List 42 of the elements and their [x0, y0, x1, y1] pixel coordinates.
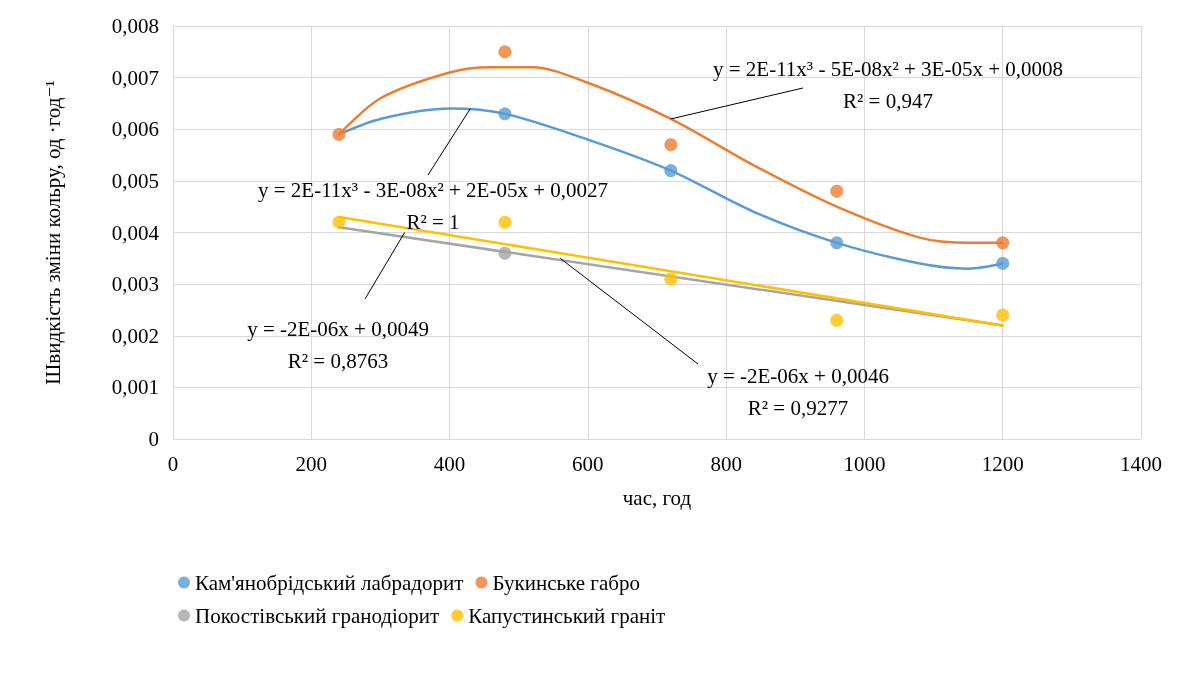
point	[664, 272, 678, 286]
legend-label: Букинське габро	[492, 570, 640, 595]
y-tick-label: 0,007	[111, 65, 159, 90]
point	[664, 164, 678, 178]
x-tick-label: 400	[433, 451, 466, 476]
y-tick-label: 0,004	[111, 220, 160, 245]
point	[996, 256, 1010, 270]
legend-label: Кам'янобрідський лабрадорит	[195, 570, 464, 595]
point	[332, 127, 346, 141]
x-tick-label: 1400	[1120, 451, 1162, 476]
point	[498, 107, 512, 121]
point	[498, 45, 512, 59]
x-tick-label: 1000	[843, 451, 886, 476]
point	[830, 313, 844, 327]
y-tick-label: 0,003	[111, 272, 159, 297]
y-tick-label: 0	[148, 427, 159, 451]
x-tick-label: 0	[167, 451, 179, 476]
point	[830, 184, 844, 198]
y-axis-title: Швидкість зміни кольру, од ·год⁻¹	[40, 80, 65, 385]
point	[830, 236, 844, 250]
annotation: y = 2E-11x³ - 3E-08x² + 2E-05x + 0,0027 R² = 1	[257, 178, 609, 234]
y-tick-label: 0,002	[111, 323, 159, 348]
y-tick-label: 0,005	[111, 168, 159, 193]
annotation: y = 2E-11x³ - 5E-08x² + 3E-05x + 0,0008 R² = 0,947	[712, 57, 1064, 113]
point	[498, 215, 512, 229]
x-axis-title: час, год	[622, 485, 692, 510]
y-tick-label: 0,008	[111, 14, 159, 38]
y-tick-label: 0,001	[111, 375, 159, 400]
annotation: y = -2E-06x + 0,0046 R² = 0,9277	[707, 364, 889, 420]
point	[498, 246, 512, 260]
legend-label: Капустинський граніт	[468, 603, 666, 628]
y-tick-label: 0,006	[111, 117, 159, 142]
point	[332, 215, 346, 229]
annotation: y = -2E-06x + 0,0049 R² = 0,8763	[247, 317, 429, 373]
x-tick-label: 800	[710, 451, 742, 476]
point	[664, 138, 678, 152]
x-tick-label: 600	[572, 451, 604, 476]
x-tick-label: 200	[295, 451, 328, 476]
x-tick-label: 1200	[981, 451, 1024, 476]
point	[996, 236, 1010, 250]
legend-label: Покостівський гранодіорит	[195, 603, 440, 628]
point	[996, 308, 1010, 322]
